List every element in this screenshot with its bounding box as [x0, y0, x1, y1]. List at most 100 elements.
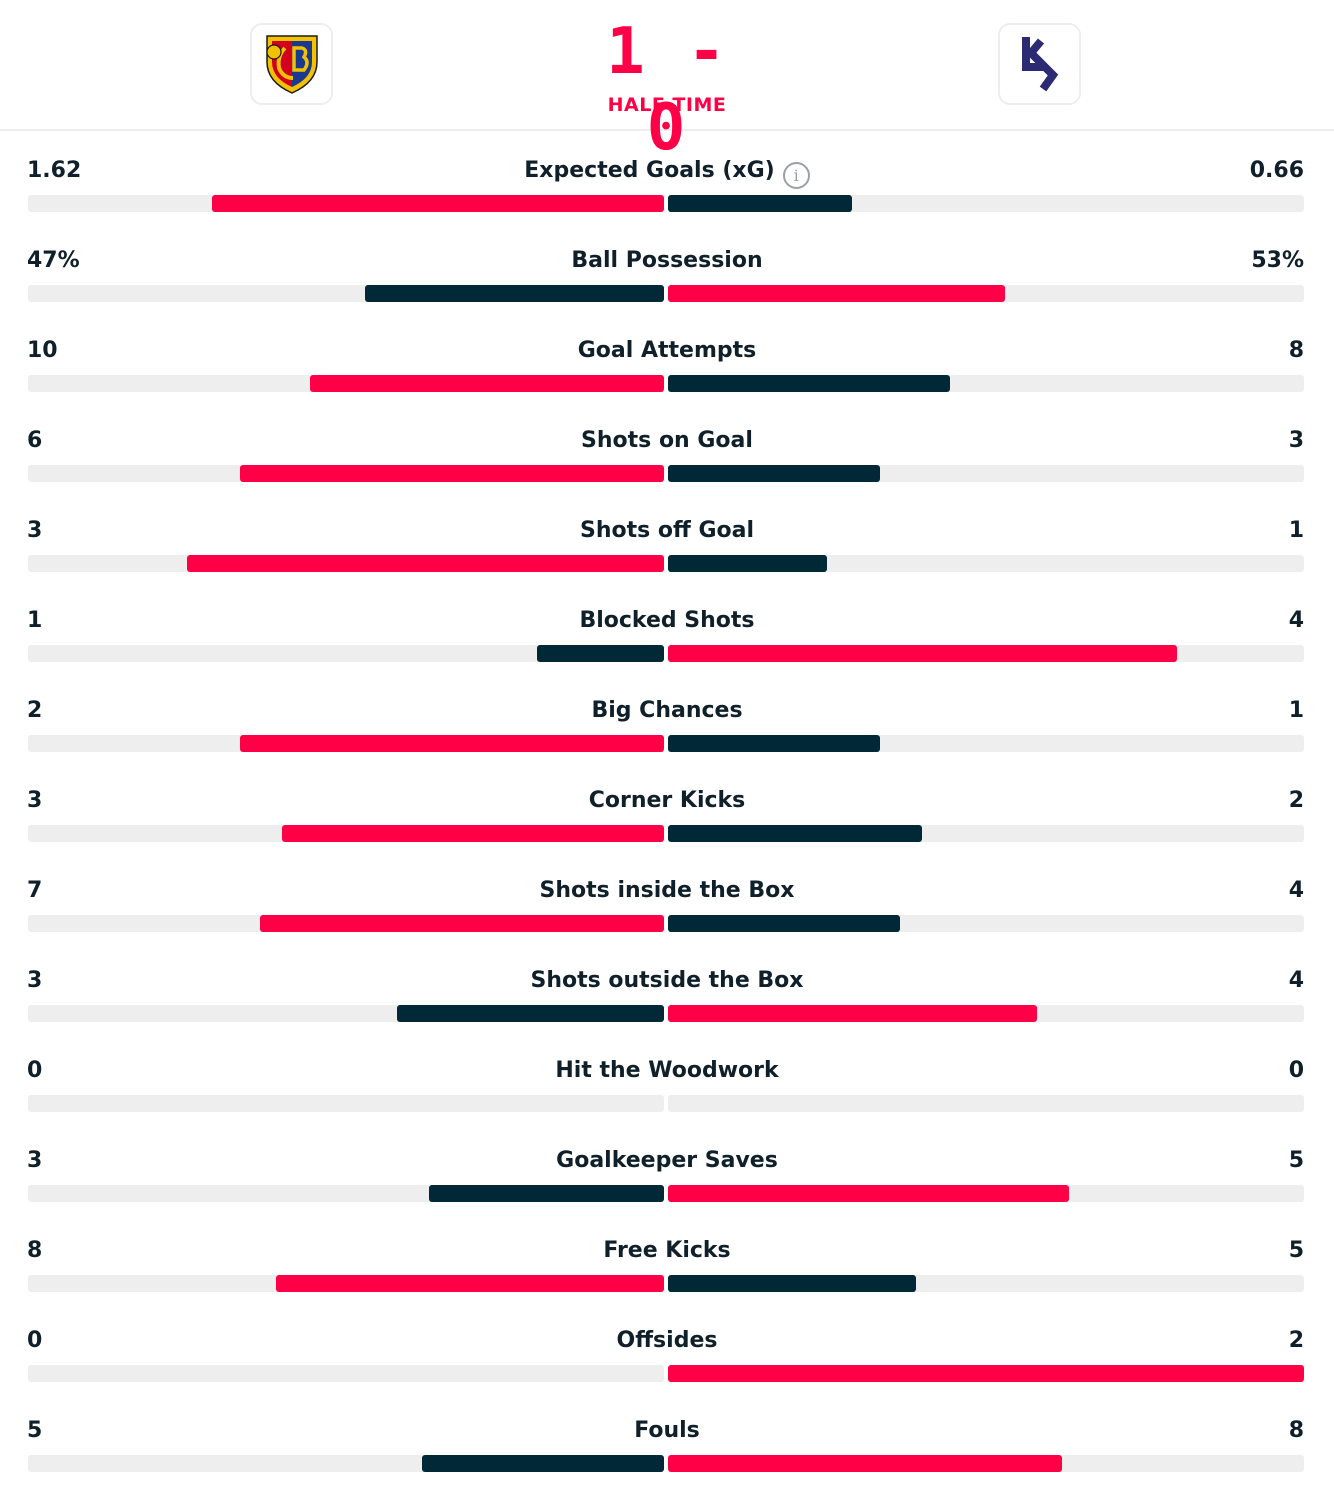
home-stat-value: 47% — [27, 248, 80, 273]
home-stat-bar-track — [28, 1185, 664, 1202]
away-stat-bar-track — [668, 825, 1304, 842]
away-stat-bar-track — [668, 1095, 1304, 1112]
home-stat-bar-track — [28, 1365, 664, 1382]
home-stat-value: 10 — [27, 338, 58, 363]
away-stat-bar-track — [668, 1365, 1304, 1382]
stat-label: Fouls — [367, 1417, 967, 1445]
away-stat-bar — [668, 645, 1177, 662]
away-stat-value: 4 — [1288, 608, 1304, 633]
away-stat-bar — [668, 285, 1005, 302]
away-stat-value: 3 — [1288, 428, 1304, 453]
stats-list: 1.62 Expected Goals (xG) i 0.66 47% Ball Poss… — [0, 131, 1334, 1481]
away-stat-value: 2 — [1288, 1328, 1304, 1353]
stat-label-text: Big Chances — [591, 698, 743, 723]
away-stat-value: 8 — [1288, 1418, 1304, 1443]
match-header: 1 - 0 HALF TIME — [0, 0, 1334, 165]
away-stat-bar — [668, 915, 900, 932]
stat-label-text: Goal Attempts — [577, 338, 757, 363]
away-stat-value: 1 — [1288, 518, 1304, 543]
home-stat-value: 3 — [27, 968, 43, 993]
stat-label-text: Ball Possession — [571, 248, 763, 273]
stat-label: Shots on Goal — [367, 427, 967, 455]
away-team-logo[interactable] — [998, 23, 1081, 105]
stat-label-text: Hit the Woodwork — [555, 1058, 779, 1083]
home-stat-value: 5 — [27, 1418, 43, 1443]
away-stat-bar-track — [668, 465, 1304, 482]
info-icon[interactable]: i — [782, 162, 810, 189]
away-stat-value: 2 — [1288, 788, 1304, 813]
away-stat-bar-track — [668, 1185, 1304, 1202]
stat-label: Shots inside the Box — [367, 877, 967, 905]
home-stat-value: 8 — [27, 1238, 43, 1263]
away-stat-value: 5 — [1288, 1148, 1304, 1173]
home-stat-bar — [240, 735, 664, 752]
away-stat-bar — [668, 375, 950, 392]
lausanne-sport-logo-icon — [1021, 37, 1058, 92]
home-stat-bar — [260, 915, 664, 932]
home-stat-value: 7 — [27, 878, 43, 903]
stat-row: 8 Free Kicks 5 — [0, 1211, 1334, 1301]
home-stat-bar-track — [28, 1455, 664, 1472]
stat-label-text: Shots inside the Box — [539, 878, 795, 903]
away-stat-value: 53% — [1251, 248, 1304, 273]
stat-row: 3 Shots outside the Box 4 — [0, 941, 1334, 1031]
home-stat-bar-track — [28, 465, 664, 482]
stat-label-text: Blocked Shots — [579, 608, 755, 633]
home-stat-value: 2 — [27, 698, 43, 723]
home-stat-bar-track — [28, 1005, 664, 1022]
stat-label-text: Offsides — [616, 1328, 718, 1353]
home-team-logo[interactable] — [250, 23, 333, 105]
stat-label: Offsides — [367, 1327, 967, 1355]
stat-label-text: Shots outside the Box — [530, 968, 804, 993]
home-stat-bar — [310, 375, 664, 392]
match-score: 1 - 0 — [606, 15, 728, 165]
home-stat-bar — [240, 465, 664, 482]
away-stat-value: 4 — [1288, 968, 1304, 993]
home-stat-bar — [282, 825, 664, 842]
stat-label: Blocked Shots — [367, 607, 967, 635]
away-stat-bar — [668, 1275, 916, 1292]
home-stat-bar-track — [28, 1275, 664, 1292]
match-status: HALF TIME — [607, 94, 727, 116]
home-stat-bar — [276, 1275, 664, 1292]
away-stat-bar-track — [668, 915, 1304, 932]
home-stat-bar — [365, 285, 664, 302]
home-stat-bar-track — [28, 555, 664, 572]
stat-label: Shots outside the Box — [367, 967, 967, 995]
home-stat-bar — [397, 1005, 664, 1022]
home-stat-value: 6 — [27, 428, 43, 453]
away-stat-bar — [668, 555, 827, 572]
away-stat-bar — [668, 465, 880, 482]
stat-label-text: Free Kicks — [603, 1238, 731, 1263]
stat-row: 2 Big Chances 1 — [0, 671, 1334, 761]
away-stat-value: 8 — [1288, 338, 1304, 363]
stat-label: Shots off Goal — [367, 517, 967, 545]
stat-label-text: Shots off Goal — [579, 518, 755, 543]
stat-row: 47% Ball Possession 53% — [0, 221, 1334, 311]
away-stat-bar-track — [668, 645, 1304, 662]
away-stat-bar — [668, 1185, 1069, 1202]
away-stat-bar-track — [668, 555, 1304, 572]
home-stat-bar-track — [28, 285, 664, 302]
away-stat-value: 1 — [1288, 698, 1304, 723]
home-stat-bar — [429, 1185, 664, 1202]
home-stat-value: 1.62 — [27, 158, 82, 183]
stat-row: 6 Shots on Goal 3 — [0, 401, 1334, 491]
away-stat-bar-track — [668, 375, 1304, 392]
home-stat-value: 1 — [27, 608, 43, 633]
home-stat-value: 3 — [27, 1148, 43, 1173]
home-stat-value: 3 — [27, 518, 43, 543]
home-stat-bar — [422, 1455, 664, 1472]
home-stat-bar-track — [28, 1095, 664, 1112]
stat-row: 3 Goalkeeper Saves 5 — [0, 1121, 1334, 1211]
away-stat-bar — [668, 735, 880, 752]
stat-label-text: Corner Kicks — [588, 788, 746, 813]
away-stat-bar — [668, 1005, 1037, 1022]
away-stat-bar — [668, 195, 852, 212]
away-stat-value: 5 — [1288, 1238, 1304, 1263]
stat-label: Hit the Woodwork — [367, 1057, 967, 1085]
home-stat-bar-track — [28, 825, 664, 842]
away-stat-bar — [668, 1455, 1062, 1472]
stat-row: 1 Blocked Shots 4 — [0, 581, 1334, 671]
stat-label-text: Fouls — [634, 1418, 700, 1443]
